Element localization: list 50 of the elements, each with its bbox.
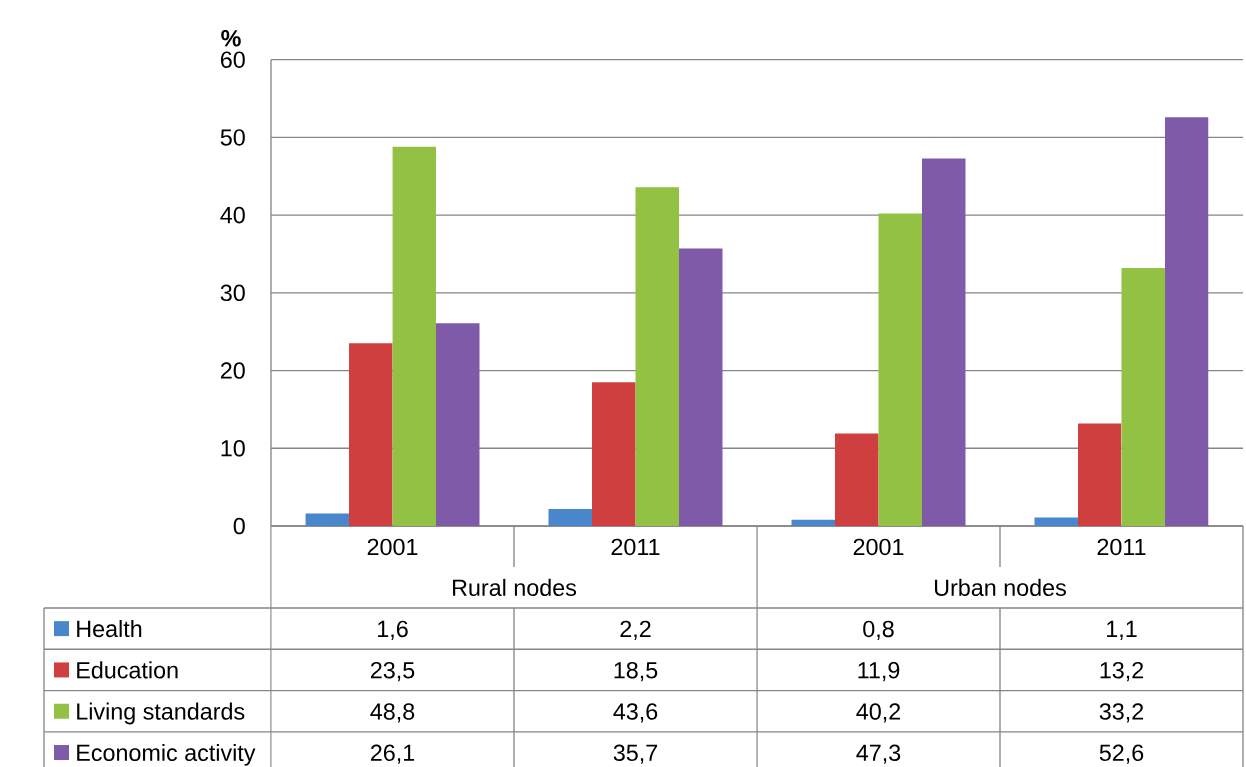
- data-label: 2,2: [620, 620, 651, 640]
- legend-label: Health: [77, 620, 142, 638]
- data-label: 18,5: [614, 661, 658, 682]
- bar: [436, 323, 480, 526]
- data-label: 0,8: [863, 620, 894, 640]
- data-label: 47,3: [856, 744, 901, 764]
- data-label: 35,7: [613, 744, 658, 764]
- bar: [635, 187, 679, 526]
- y-tick-label: 0: [233, 517, 245, 535]
- data-label: 52,6: [1099, 744, 1144, 764]
- bar: [878, 213, 922, 526]
- bar: [922, 158, 966, 526]
- legend-label: Education: [77, 661, 178, 679]
- bar: [835, 433, 879, 526]
- bar: [1078, 423, 1122, 526]
- data-label: 13,2: [1100, 661, 1144, 682]
- data-label: 26,1: [370, 744, 415, 764]
- bar: [349, 343, 393, 526]
- y-axis-title: %: [221, 30, 241, 47]
- legend-label: Living standards: [77, 702, 245, 725]
- x-tick-label: 2001: [367, 538, 418, 556]
- bar: [548, 508, 592, 526]
- bar: [1121, 267, 1165, 526]
- bar: [305, 513, 350, 526]
- y-tick-label: 60: [220, 51, 245, 68]
- data-label: 11,9: [858, 661, 900, 682]
- bar: [791, 519, 836, 526]
- data-label: 40,2: [856, 703, 901, 723]
- data-label: 23,5: [370, 661, 415, 682]
- text: Urban nodes: [935, 578, 1066, 597]
- bar: [592, 382, 636, 526]
- y-tick-label: 40: [220, 206, 245, 224]
- bar: [392, 146, 437, 526]
- text: Rural nodes: [453, 578, 577, 597]
- data-label: 33,2: [1099, 703, 1144, 723]
- x-tick-label: 2011: [611, 538, 660, 556]
- y-tick-label: 30: [220, 284, 245, 302]
- y-tick-label: 10: [221, 440, 245, 457]
- data-label: 1,1: [1107, 620, 1137, 640]
- legend-label: Economic activity: [77, 743, 256, 766]
- data-label: 1,6: [378, 620, 408, 640]
- bar: [679, 248, 723, 526]
- y-tick-label: 20: [220, 362, 245, 379]
- x-tick-label: 2001: [853, 538, 904, 556]
- data-label: 43,6: [613, 703, 658, 723]
- bar: [1034, 517, 1078, 526]
- y-tick-label: 50: [220, 129, 245, 146]
- x-tick-label: 2011: [1097, 538, 1146, 556]
- bar: [1165, 117, 1209, 526]
- data-label: 48,8: [370, 703, 415, 723]
